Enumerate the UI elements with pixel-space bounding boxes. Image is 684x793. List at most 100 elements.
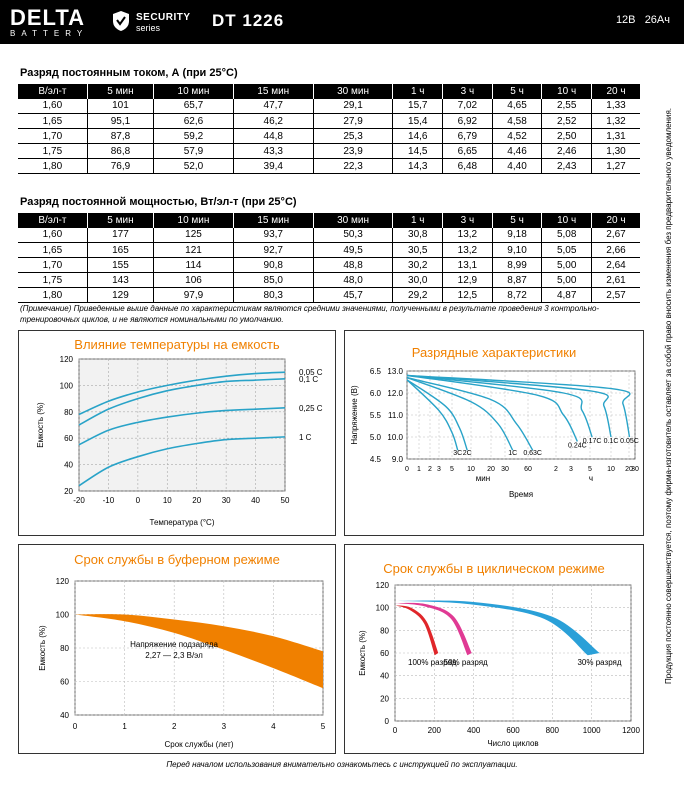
- series-label: 50% разряд: [444, 658, 488, 667]
- x-tick-label: 200: [428, 726, 442, 735]
- series-line: [406, 376, 514, 451]
- x-tick-label: 30: [222, 496, 231, 505]
- table-cell: 44,8: [233, 128, 314, 144]
- table-cell: 2,64: [591, 257, 640, 273]
- x-tick-label: 20: [192, 496, 201, 505]
- y-tick-label: 40: [380, 672, 389, 681]
- table-cell: 25,3: [313, 128, 394, 144]
- table-row: 1,65 165 121 92,7 49,5 30,5 13,2 9,10 5,05 2,66: [18, 242, 640, 258]
- series-line: [406, 374, 593, 438]
- table-row: 1,60 101 65,7 47,7 29,1 15,7 7,02 4,65 2,55 1,33: [18, 98, 640, 114]
- table-cell: 1,27: [591, 158, 640, 174]
- table-cell: 52,0: [153, 158, 234, 174]
- table-cell: 2,50: [541, 128, 592, 144]
- logo-main-text: DELTA: [10, 5, 86, 30]
- table-cell: 1,70: [18, 257, 88, 273]
- x-tick-label: 0: [136, 496, 141, 505]
- table-cell: 48,0: [313, 272, 394, 288]
- y-tick-label: 120: [60, 355, 74, 364]
- x-tick-label: 4: [271, 722, 276, 731]
- table-cell: 8,72: [492, 287, 543, 303]
- table-cell: 14,5: [392, 143, 444, 159]
- table-cell: 4,87: [541, 287, 592, 303]
- table-cell: 4,65: [492, 98, 543, 114]
- temperature-chart-panel: Влияние температуры на емкость -20 -10 0 10…: [18, 330, 336, 536]
- table-row: 1,70 155 114 90,8 48,8 30,2 13,1 8,99 5,00 2,64: [18, 257, 640, 273]
- cycle-life-band: [395, 605, 439, 656]
- y-tick-label: 6.5: [370, 367, 382, 376]
- table-cell: 46,2: [233, 113, 314, 129]
- table-row: 1,70 87,8 59,2 44,8 25,3 14,6 6,79 4,52 2,50 1,31: [18, 128, 640, 144]
- series-line: [406, 379, 459, 451]
- table-cell: 86,8: [87, 143, 155, 159]
- table-cell: 57,9: [153, 143, 234, 159]
- table-cell: 1,30: [591, 143, 640, 159]
- annotation-text: 2,27 — 2,3 В/эл: [145, 651, 203, 660]
- column-header: В/эл-т: [18, 213, 88, 228]
- x-tick-label: 60: [524, 466, 532, 473]
- table-cell: 8,87: [492, 272, 543, 288]
- column-header: 30 мин: [313, 84, 394, 99]
- plot-area: [78, 358, 286, 492]
- column-header: 30 мин: [313, 213, 394, 228]
- y-tick-label-right: 12.0: [387, 389, 403, 398]
- header-bar: DELTA BATTERY SECURITY series DT 1226 12…: [0, 0, 684, 44]
- table-row: 1,60 177 125 93,7 50,3 30,8 13,2 9,18 5,08 2,67: [18, 227, 640, 243]
- security-label: SECURITY: [136, 12, 191, 23]
- side-disclaimer: Продукция постоянно совершенствуется, по…: [664, 108, 673, 684]
- table-cell: 2,67: [591, 227, 640, 243]
- y-axis-label: Емкость (%): [358, 630, 367, 676]
- table-cell: 1,65: [18, 242, 88, 258]
- y-tick-label: 120: [56, 577, 70, 586]
- float-life-chart-title: Срок службы в буферном режиме: [74, 552, 280, 567]
- column-header: 1 ч: [392, 213, 444, 228]
- x-tick-label: -20: [73, 496, 85, 505]
- series-line: [406, 376, 534, 451]
- x-tick-label: 30: [501, 466, 509, 473]
- column-header: 20 ч: [591, 213, 640, 228]
- x-tick-label: 10: [467, 466, 475, 473]
- table-row: 1,75 143 106 85,0 48,0 30,0 12,9 8,87 5,00 2,61: [18, 272, 640, 288]
- table-cell: 4,40: [492, 158, 543, 174]
- table-cell: 12,9: [442, 272, 493, 288]
- footer-note: Перед началом использования внимательно …: [166, 760, 518, 769]
- column-header: 5 мин: [87, 213, 155, 228]
- table-cell: 101: [87, 98, 155, 114]
- table-cell: 30,5: [392, 242, 444, 258]
- table-row: 1,65 95,1 62,6 46,2 27,9 15,4 6,92 4,58 2,52 1,32: [18, 113, 640, 129]
- y-tick-label: 6.0: [370, 389, 382, 398]
- x-tick-label: 1200: [622, 726, 640, 735]
- x-tick-label: 50: [281, 496, 290, 505]
- float-life-chart: 0 1 2 3 4 5 40 60 80 100 120 Напряжение подзаряда 2,…: [38, 577, 326, 749]
- table-cell: 80,3: [233, 287, 314, 303]
- series-label: 0,25 C: [299, 404, 323, 413]
- y-tick-label: 40: [64, 461, 73, 470]
- table-cell: 65,7: [153, 98, 234, 114]
- table-cell: 6,79: [442, 128, 493, 144]
- series-label: 1C: [508, 450, 517, 457]
- x-tick-label: 3: [437, 466, 441, 473]
- y-tick-label-right: 11.0: [388, 411, 404, 420]
- table-cell: 9,10: [492, 242, 543, 258]
- table-cell: 13,1: [442, 257, 493, 273]
- series-label: 0.63C: [523, 450, 542, 457]
- table-cell: 121: [153, 242, 234, 258]
- series-label: 30% разряд: [577, 658, 621, 667]
- table-cell: 2,57: [591, 287, 640, 303]
- table-cell: 14,6: [392, 128, 444, 144]
- battery-spec: 12В 26Ач: [616, 14, 670, 26]
- x-tick-label: 1: [417, 466, 421, 473]
- x-tick-label: 0: [405, 466, 409, 473]
- shield-icon: [113, 11, 129, 31]
- x-tick-label: 0: [73, 722, 78, 731]
- y-tick-label: 60: [64, 434, 73, 443]
- logo-sub-text: BATTERY: [10, 29, 89, 38]
- table-cell: 1,80: [18, 158, 88, 174]
- x-tick-label: 40: [251, 496, 260, 505]
- table-cell: 92,7: [233, 242, 314, 258]
- x-tick-label: 2: [554, 466, 558, 473]
- x-tick-label: 20: [487, 466, 495, 473]
- table-cell: 29,1: [313, 98, 394, 114]
